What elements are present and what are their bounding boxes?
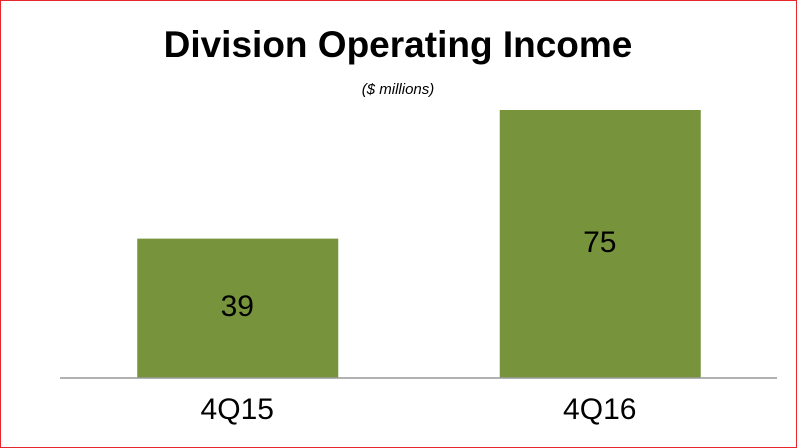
data-label: 39 [221,290,254,323]
x-tick-label: 4Q16 [563,393,636,426]
bar [137,238,339,378]
chart-subtitle: ($ millions) [362,81,435,98]
data-label: 75 [583,226,616,259]
chart-title: Division Operating Income [164,24,633,65]
bar [499,110,701,378]
x-tick-label: 4Q15 [201,393,274,426]
